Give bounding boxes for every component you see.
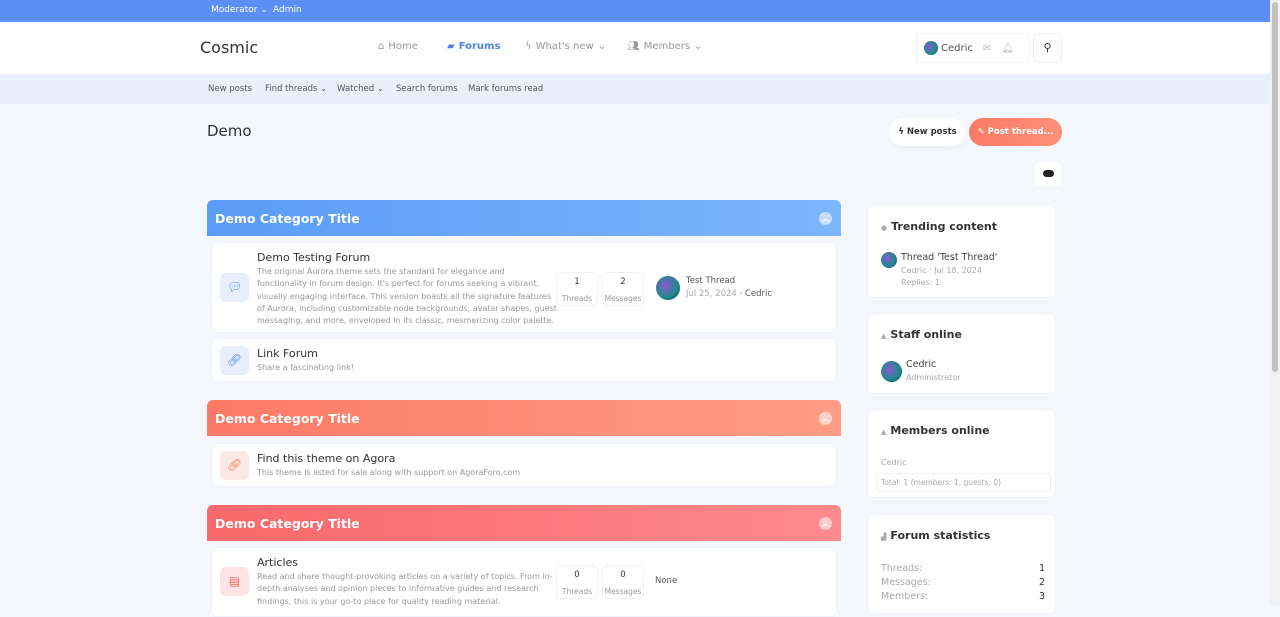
trending-item[interactable]: Thread 'Test Thread' xyxy=(901,252,998,263)
messages-stat: 2 Messages xyxy=(602,272,644,306)
sub-nav: New posts Find threads ⌄ Watched ⌄ Searc… xyxy=(0,74,1270,104)
bolt-icon: ϟ xyxy=(525,41,532,52)
members-icon: ▲ xyxy=(881,428,887,436)
threads-stat: 0 Threads xyxy=(556,565,598,599)
style-toggle[interactable] xyxy=(1035,162,1061,186)
chevron-down-icon: ⌄ xyxy=(597,41,607,52)
category-header[interactable]: Demo Category Title ︿ xyxy=(207,200,841,236)
forum-stats-widget: ▟ Forum statistics Threads: 1 Messages: 2 M… xyxy=(867,514,1056,614)
nav-forums[interactable]: ▰ Forums xyxy=(447,41,501,52)
chart-icon: ▟ xyxy=(881,533,887,541)
collapse-icon[interactable]: ︿ xyxy=(819,412,832,425)
node-title[interactable]: Demo Testing Forum xyxy=(257,251,371,264)
category-header[interactable]: Demo Category Title ︿ xyxy=(207,505,841,541)
user-icon: ▲ xyxy=(881,332,887,340)
collapse-icon[interactable]: ︿ xyxy=(819,517,832,530)
staff-name[interactable]: Cedric xyxy=(906,359,937,370)
forum-icon: 💬︎ xyxy=(220,273,249,302)
last-post-date: Jul 25, 2024 xyxy=(686,289,737,299)
forum-node: 💬︎ Demo Testing Forum The original Auror… xyxy=(211,242,837,333)
new-posts-button[interactable]: ϟ New posts xyxy=(889,118,966,146)
nav-whats-new[interactable]: ϟ What's new ⌄ xyxy=(525,41,607,52)
avatar xyxy=(924,41,938,55)
members-online-widget: ▲ Members online Cedric Total: 1 (members… xyxy=(867,409,1056,498)
members-icon: 👥︎ xyxy=(627,41,640,52)
node-description: Read and share thought-provoking article… xyxy=(257,572,553,606)
toggle-icon xyxy=(1042,170,1054,177)
avatar[interactable] xyxy=(881,252,897,268)
trending-widget: ● Trending content Thread 'Test Thread' C… xyxy=(867,205,1056,298)
bell-icon[interactable]: 🔔︎ xyxy=(1001,42,1014,54)
staff-role: Administrator xyxy=(906,373,961,382)
link-icon: 🔗︎ xyxy=(220,346,249,375)
trending-meta: Cedric · Jul 18, 2024 xyxy=(901,266,982,275)
collapse-icon[interactable]: ︿ xyxy=(819,212,832,225)
node-title[interactable]: Link Forum xyxy=(257,347,318,360)
chevron-down-icon: ⌄ xyxy=(694,41,703,52)
page-title: Demo xyxy=(207,122,252,140)
online-member[interactable]: Cedric xyxy=(881,458,907,467)
scrollbar-thumb[interactable] xyxy=(1272,2,1278,372)
forum-node: ▤ Articles Read and share thought-provok… xyxy=(211,547,837,617)
messages-stat: 0 Messages xyxy=(602,565,644,599)
header: Cosmic ⌂ Home ▰ Forums ϟ What's new ⌄ 👥︎ Memb… xyxy=(0,22,1270,74)
top-bar: Moderator ⌄ Admin xyxy=(0,0,1270,22)
node-title[interactable]: Find this theme on Agora xyxy=(257,452,396,465)
link-icon: 🔗︎ xyxy=(220,451,249,480)
category-header[interactable]: Demo Category Title ︿ xyxy=(207,400,841,436)
stats-list: Threads: 1 Messages: 2 Members: 3 xyxy=(881,563,1045,602)
node-description: Share a fascinating link! xyxy=(257,363,354,372)
subnav-find-threads[interactable]: Find threads ⌄ xyxy=(265,84,328,94)
search-button[interactable]: ⚲ xyxy=(1033,33,1062,63)
last-post-none: None xyxy=(655,576,678,586)
post-thread-button[interactable]: ✎ Post thread... xyxy=(969,118,1062,146)
subnav-watched[interactable]: Watched ⌄ xyxy=(337,84,384,94)
account-link[interactable]: Cedric xyxy=(924,41,973,55)
subnav-new-posts[interactable]: New posts xyxy=(208,84,253,94)
forums-icon: ▰ xyxy=(447,41,455,52)
admin-link[interactable]: Admin xyxy=(273,5,302,15)
last-post-user[interactable]: Cedric xyxy=(744,289,773,299)
nav-members[interactable]: 👥︎ Members ⌄ xyxy=(627,41,703,52)
search-icon: ⚲ xyxy=(1043,41,1052,54)
home-icon: ⌂ xyxy=(378,41,385,52)
online-total: Total: 1 (members: 1, guests: 0) xyxy=(876,473,1051,492)
article-icon: ▤ xyxy=(220,567,249,596)
subnav-mark-read[interactable]: Mark forums read xyxy=(468,84,544,94)
staff-online-widget: ▲ Staff online Cedric Administrator xyxy=(867,313,1056,394)
user-box: Cedric ✉ 🔔︎ xyxy=(916,33,1030,63)
mail-icon[interactable]: ✉ xyxy=(982,42,992,54)
last-post-title[interactable]: Test Thread xyxy=(686,276,736,286)
node-title[interactable]: Articles xyxy=(257,556,299,569)
avatar[interactable] xyxy=(656,276,680,300)
forum-node: 🔗︎ Link Forum Share a fascinating link! xyxy=(211,338,837,382)
forum-node: 🔗︎ Find this theme on Agora This theme i… xyxy=(211,443,837,487)
scrollbar[interactable] xyxy=(1270,0,1280,605)
trending-icon: ● xyxy=(881,224,888,232)
nav-home[interactable]: ⌂ Home xyxy=(378,41,418,52)
node-description: The original Aurora theme sets the stand… xyxy=(257,267,557,326)
subnav-search-forums[interactable]: Search forums xyxy=(396,84,458,94)
trending-replies: Replies: 1 xyxy=(901,278,941,287)
node-description: This theme is listed for sale along with… xyxy=(257,468,521,477)
moderator-menu[interactable]: Moderator ⌄ xyxy=(211,5,268,15)
threads-stat: 1 Threads xyxy=(556,272,598,306)
avatar[interactable] xyxy=(881,361,902,382)
site-logo[interactable]: Cosmic xyxy=(200,38,259,57)
